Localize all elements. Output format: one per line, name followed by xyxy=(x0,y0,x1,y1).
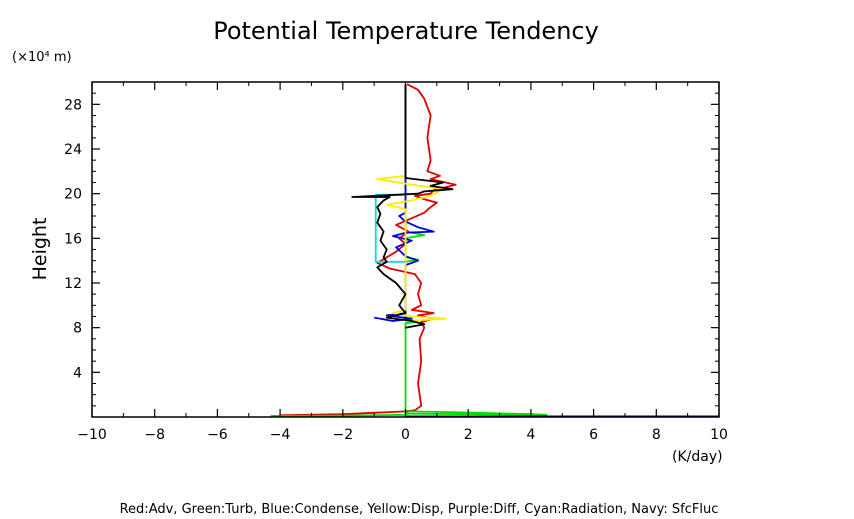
x-tick-label: −4 xyxy=(270,427,291,443)
y-tick-label: 24 xyxy=(64,142,82,158)
x-unit-label: (K/day) xyxy=(672,449,723,465)
x-tick-label: 2 xyxy=(464,427,473,443)
x-tick-label: −8 xyxy=(144,427,165,443)
y-tick-label: 8 xyxy=(73,321,82,337)
chart-title: Potential Temperature Tendency xyxy=(213,17,599,45)
y-tick-label: 28 xyxy=(64,97,82,113)
y-tick-label: 20 xyxy=(64,187,82,203)
y-tick-label: 16 xyxy=(64,231,82,247)
x-tick-label: 0 xyxy=(401,427,410,443)
series-layer xyxy=(270,83,719,418)
y-unit-label: (×10⁴ m) xyxy=(12,50,72,65)
x-tick-label: 4 xyxy=(526,427,535,443)
series-line-total xyxy=(351,84,454,329)
x-tick-label: −10 xyxy=(77,427,107,443)
x-tick-label: −2 xyxy=(332,427,353,443)
y-tick-label: 4 xyxy=(73,365,82,381)
x-tick-label: 6 xyxy=(589,427,598,443)
x-tick-label: −6 xyxy=(207,427,228,443)
x-tick-label: 10 xyxy=(710,427,728,443)
series-line-disp xyxy=(376,174,448,322)
series-line-adv xyxy=(280,83,457,417)
y-tick-label: 12 xyxy=(64,276,82,292)
y-axis-label: Height xyxy=(29,218,51,281)
x-tick-label: 8 xyxy=(652,427,661,443)
series-line-turb xyxy=(270,84,548,417)
legend-footer: Red:Adv, Green:Turb, Blue:Condense, Yell… xyxy=(120,502,719,517)
